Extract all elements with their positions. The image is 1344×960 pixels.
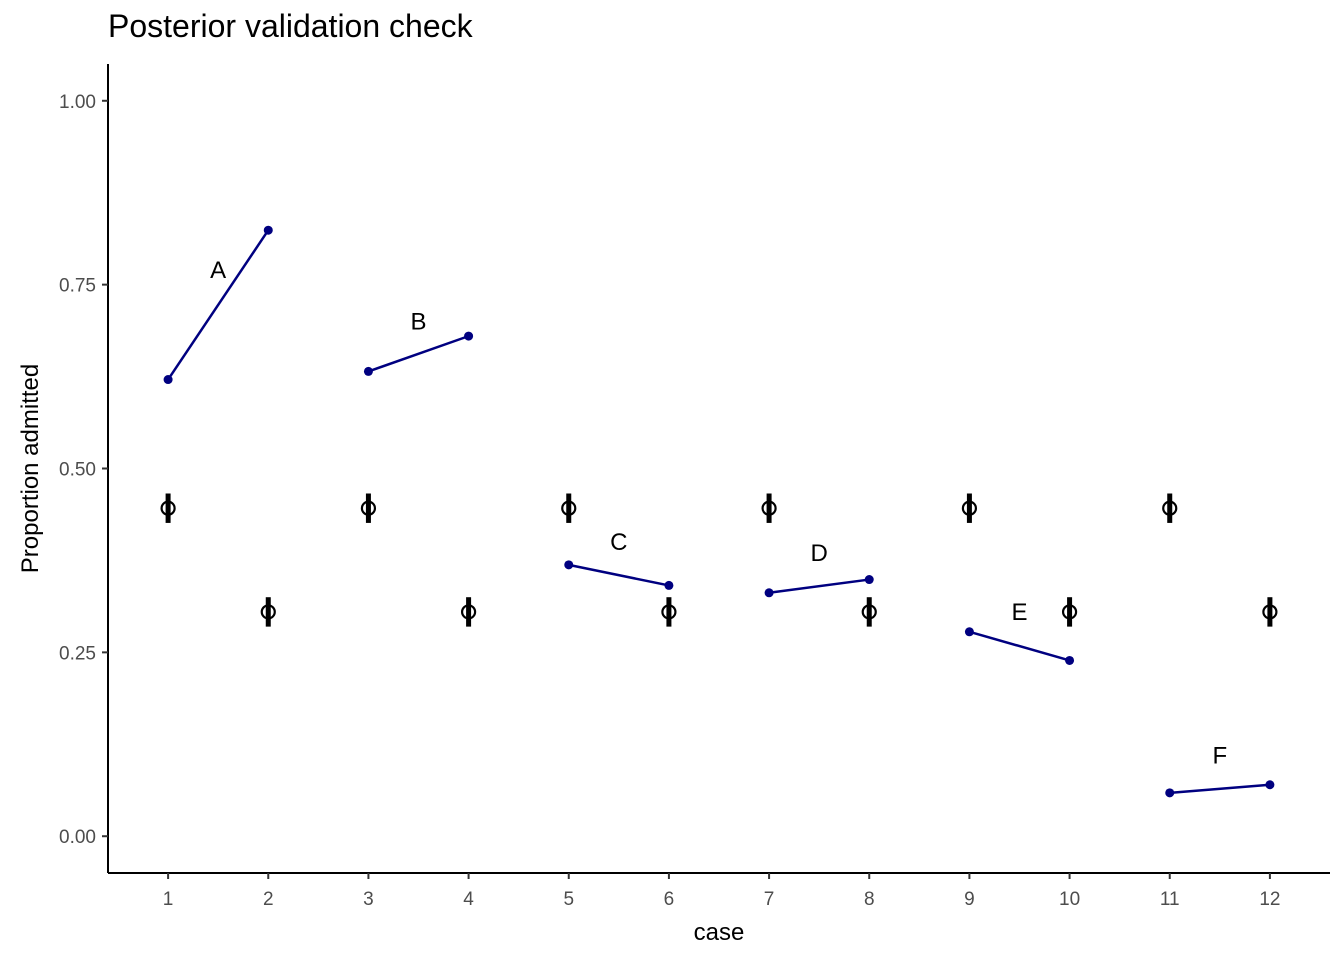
y-tick-label: 1.00 xyxy=(59,92,96,113)
prediction-mean-point xyxy=(961,500,978,516)
x-tick-label: 3 xyxy=(363,889,374,910)
y-tick-label: 0.25 xyxy=(59,643,96,664)
observed-point xyxy=(564,560,574,570)
prediction-mean-point xyxy=(160,500,176,516)
y-tick-label: 0.75 xyxy=(59,276,96,297)
x-tick-label: 11 xyxy=(1160,889,1180,910)
observed-point xyxy=(964,627,974,637)
observed-line xyxy=(768,578,870,595)
observed-point xyxy=(263,225,273,235)
observed-point xyxy=(664,580,674,590)
observed-point xyxy=(1265,780,1275,790)
observed-point xyxy=(764,588,774,598)
observed-point xyxy=(864,575,874,585)
x-tick-label: 10 xyxy=(1059,889,1080,910)
y-tick-label: 0.00 xyxy=(59,827,96,848)
group-label: B xyxy=(411,308,427,335)
prediction-mean-point xyxy=(1061,604,1078,620)
prediction-mean-point xyxy=(861,604,877,620)
observed-line xyxy=(969,630,1070,662)
group-label: E xyxy=(1011,599,1027,626)
x-tick-label: 8 xyxy=(864,889,875,910)
axes-layer: 0.000.250.500.751.001 2 3 4 5 6 7 8 9 10 11 12caseP… xyxy=(17,64,1330,946)
observed-point xyxy=(1065,655,1075,665)
observed-point xyxy=(363,366,373,376)
y-axis-title: Proportion admitted xyxy=(17,364,44,573)
x-tick-label: 7 xyxy=(764,889,775,910)
observed-line xyxy=(1169,783,1271,795)
x-tick-label: 9 xyxy=(964,889,975,910)
x-tick-label: 6 xyxy=(664,889,675,910)
prediction-mean-point xyxy=(1162,500,1178,516)
x-tick-label: 5 xyxy=(563,889,574,910)
prediction-mean-point xyxy=(761,500,777,516)
observed-layer xyxy=(163,225,1275,798)
group-label: C xyxy=(610,529,627,556)
observed-line xyxy=(568,563,670,587)
group-label: D xyxy=(810,540,827,567)
prediction-mean-point xyxy=(360,500,377,516)
prediction-mean-point xyxy=(561,500,577,516)
group-label: A xyxy=(210,257,226,284)
observed-point xyxy=(163,375,173,385)
observed-line xyxy=(167,229,270,381)
group-labels-layer: A B C D E F xyxy=(210,257,1227,769)
prediction-mean-point xyxy=(1262,604,1278,620)
prediction-mean-point xyxy=(661,604,677,620)
x-axis-title: case xyxy=(694,919,745,946)
observed-point xyxy=(464,331,474,341)
prediction-mean-point xyxy=(460,604,477,620)
observed-point xyxy=(1165,788,1175,798)
prediction-mean-point xyxy=(260,604,276,620)
y-tick-label: 0.50 xyxy=(59,460,96,481)
group-label: F xyxy=(1212,742,1227,769)
observed-line xyxy=(368,334,470,373)
x-tick-label: 12 xyxy=(1259,889,1280,910)
x-tick-label: 1 xyxy=(163,889,174,910)
x-tick-label: 2 xyxy=(263,889,274,910)
chart-title: Posterior validation check xyxy=(108,8,473,44)
predictions-layer xyxy=(160,493,1278,627)
x-tick-label: 4 xyxy=(463,889,474,910)
